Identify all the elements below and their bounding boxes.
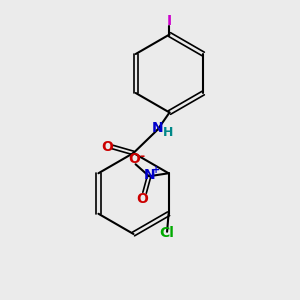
Text: N: N [143, 168, 155, 182]
Text: +: + [152, 165, 160, 175]
Text: -: - [140, 150, 145, 163]
Text: N: N [152, 121, 163, 135]
Text: H: H [163, 126, 173, 139]
Text: I: I [167, 14, 172, 28]
Text: O: O [128, 152, 140, 166]
Text: Cl: Cl [160, 226, 175, 240]
Text: O: O [101, 140, 113, 154]
Text: O: O [136, 192, 148, 206]
